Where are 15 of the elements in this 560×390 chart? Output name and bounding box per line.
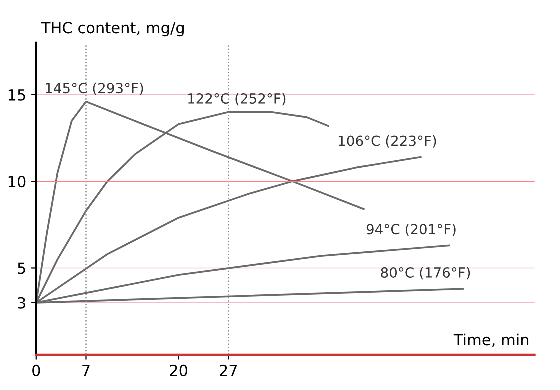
x-tick-label: 27 [220, 364, 238, 376]
y-tick-label: 3 [18, 297, 26, 309]
x-tick-label: 7 [82, 365, 90, 376]
y-tick-label: 15 [8, 90, 26, 101]
y-tick-label: 10 [8, 176, 26, 188]
annotation: 122°C (252°F) [188, 93, 286, 106]
x-tick-label: 0 [32, 364, 40, 376]
x-tick-label: 20 [170, 364, 188, 376]
annotation: 80°C (176°F) [381, 267, 470, 280]
y-tick-label: 5 [18, 262, 26, 274]
x-axis-title: Time, min [454, 334, 529, 348]
annotation: 106°C (223°F) [339, 136, 436, 148]
annotation: 145°C (293°F) [46, 82, 144, 96]
annotation: 94°C (201°F) [366, 224, 456, 236]
y-axis-title: THC content, mg/g [41, 22, 184, 37]
